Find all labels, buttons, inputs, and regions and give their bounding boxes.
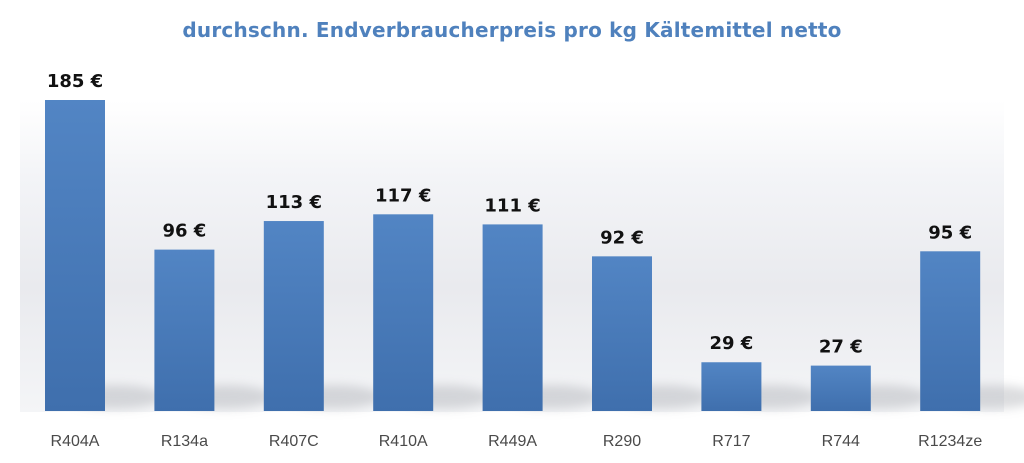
bar-r134a — [154, 249, 215, 411]
chart-title: durchschn. Endverbraucherpreis pro kg Kä… — [182, 18, 842, 42]
category-label-r404a: R404A — [51, 433, 100, 450]
value-label-r410a: 117 € — [375, 185, 431, 206]
value-label-r717: 29 € — [709, 333, 753, 354]
category-label-r1234ze: R1234ze — [918, 433, 982, 450]
value-label-r1234ze: 95 € — [928, 222, 972, 243]
bar-r407c — [263, 221, 324, 411]
bar-r404a — [45, 100, 105, 411]
bar-r1234ze — [920, 251, 981, 411]
bar-r717 — [701, 362, 762, 411]
category-label-r410a: R410A — [379, 433, 428, 450]
category-label-r290: R290 — [603, 433, 641, 450]
category-label-r717: R717 — [712, 433, 750, 450]
bar-r744 — [810, 365, 871, 411]
category-label-r134a: R134a — [161, 433, 208, 450]
category-label-r407c: R407C — [269, 433, 319, 450]
value-label-r134a: 96 € — [162, 221, 206, 242]
value-label-r404a: 185 € — [47, 71, 103, 92]
value-label-r290: 92 € — [600, 227, 644, 248]
value-label-r449a: 111 € — [484, 195, 540, 216]
bar-r290 — [592, 256, 652, 411]
value-label-r407c: 113 € — [266, 192, 322, 213]
bar-r410a — [373, 214, 434, 411]
bar-r449a — [482, 224, 543, 411]
category-label-r744: R744 — [822, 433, 860, 450]
category-label-r449a: R449A — [488, 433, 537, 450]
value-label-r744: 27 € — [819, 337, 863, 358]
